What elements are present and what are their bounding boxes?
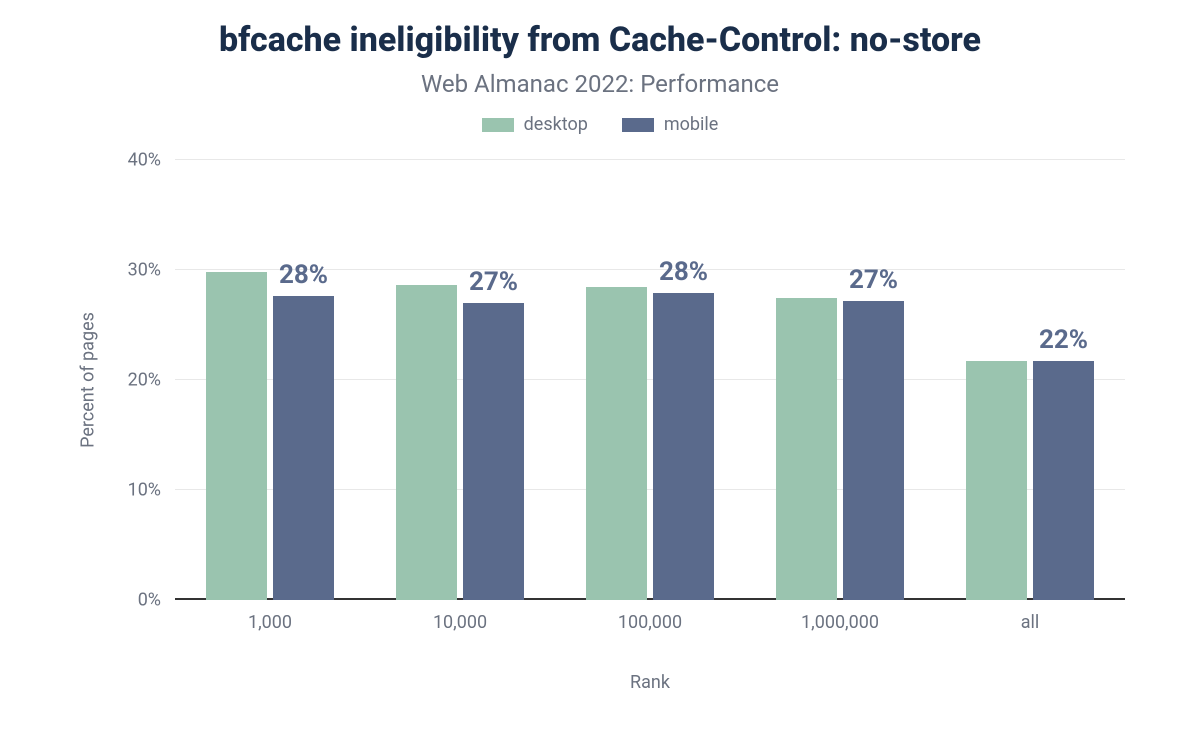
legend-item-desktop: desktop [482, 114, 588, 135]
x-tick: 100,000 [618, 600, 682, 633]
y-tick: 20% [128, 370, 175, 391]
bar-desktop [396, 285, 457, 600]
y-tick: 0% [138, 590, 175, 611]
x-axis-label: Rank [630, 672, 670, 693]
bar-desktop [206, 272, 267, 600]
x-tick: 1,000 [248, 600, 292, 633]
bar-mobile [273, 296, 334, 600]
bar-desktop [776, 298, 837, 601]
chart-legend: desktop mobile [0, 114, 1200, 135]
bar-mobile [1033, 361, 1094, 600]
y-tick: 10% [128, 480, 175, 501]
x-tick: 1,000,000 [801, 600, 879, 633]
x-tick: all [1021, 600, 1040, 633]
value-label: 22% [1039, 325, 1088, 355]
plot-area: 0%10%20%30%40%1,00028%10,00027%100,00028… [175, 160, 1125, 600]
legend-swatch-mobile [622, 118, 654, 132]
x-tick: 10,000 [433, 600, 487, 633]
y-tick: 40% [128, 150, 175, 171]
bar-mobile [843, 301, 904, 600]
bar-desktop [966, 361, 1027, 600]
value-label: 27% [849, 265, 898, 295]
y-axis-label: Percent of pages [78, 312, 99, 448]
bar-mobile [463, 303, 524, 600]
legend-label-desktop: desktop [524, 114, 588, 135]
chart-title: bfcache ineligibility from Cache-Control… [0, 20, 1200, 60]
chart-container: bfcache ineligibility from Cache-Control… [0, 0, 1200, 742]
legend-label-mobile: mobile [664, 114, 718, 135]
legend-item-mobile: mobile [622, 114, 718, 135]
value-label: 27% [469, 267, 518, 297]
gridline [175, 159, 1125, 160]
value-label: 28% [279, 260, 328, 290]
chart-subtitle: Web Almanac 2022: Performance [0, 70, 1200, 98]
bar-mobile [653, 293, 714, 600]
legend-swatch-desktop [482, 118, 514, 132]
bar-desktop [586, 287, 647, 601]
y-tick: 30% [128, 260, 175, 281]
value-label: 28% [659, 257, 708, 287]
